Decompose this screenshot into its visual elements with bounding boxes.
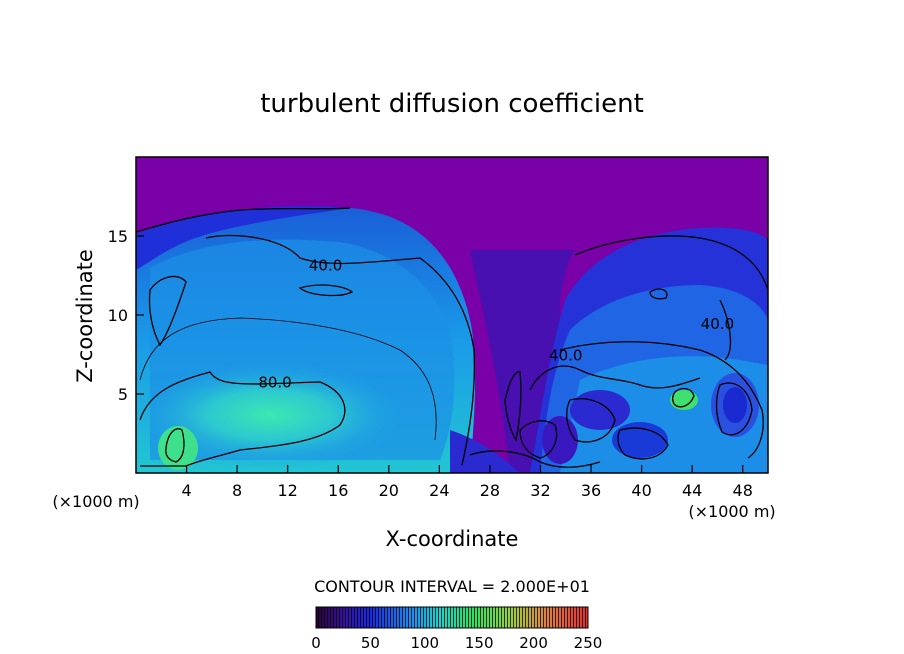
colorbar-tick-label: 200 <box>519 634 548 652</box>
contour-label: 80.0 <box>258 373 291 391</box>
x-tick-label: 16 <box>328 481 348 500</box>
contour-label: 40.0 <box>309 256 342 274</box>
x-tick-label: 12 <box>278 481 298 500</box>
contour-label-group: 40.0 80.0 40.0 40.0 <box>258 256 734 391</box>
x-tick-label: 20 <box>379 481 399 500</box>
colorbar-tick-label: 250 <box>574 634 603 652</box>
contour-label: 40.0 <box>549 347 582 365</box>
x-tick-label: 36 <box>581 481 601 500</box>
x-tick-label: 28 <box>480 481 500 500</box>
contour-label: 40.0 <box>701 315 734 333</box>
x-tick-label: 40 <box>631 481 651 500</box>
y-axis-ticks: 5 10 15 <box>108 227 144 404</box>
colorbar <box>315 606 589 629</box>
colorbar-tick-labels: 0 50 100 150 200 250 <box>311 634 602 652</box>
colorbar-frame <box>315 606 589 629</box>
x-tick-label: 48 <box>733 481 753 500</box>
x-tick-label: 8 <box>232 481 242 500</box>
y-tick-label: 5 <box>118 385 128 404</box>
contour-lines <box>136 207 768 468</box>
y-tick-label: 10 <box>108 306 128 325</box>
x-tick-label: 24 <box>429 481 449 500</box>
x-tick-label: 44 <box>682 481 702 500</box>
x-unit-label-right: (×1000 m) <box>688 502 775 521</box>
x-tick-label: 4 <box>181 481 191 500</box>
colorbar-tick-label: 100 <box>410 634 439 652</box>
y-tick-label: 15 <box>108 227 128 246</box>
contour-interval-label: CONTOUR INTERVAL = 2.000E+01 <box>314 577 590 596</box>
colorbar-tick-label: 0 <box>311 634 321 652</box>
colorbar-tick-label: 50 <box>361 634 380 652</box>
x-axis-label: X-coordinate <box>386 527 519 551</box>
colorbar-tick-label: 150 <box>465 634 494 652</box>
chart-title: turbulent diffusion coefficient <box>260 89 644 119</box>
diffusion-field <box>136 157 768 473</box>
colorbar-hatch <box>316 607 588 628</box>
y-axis-label: Z-coordinate <box>73 249 97 383</box>
x-tick-label: 32 <box>530 481 550 500</box>
x-axis-ticks: 4 8 12 16 20 24 28 32 36 40 44 48 <box>181 465 753 500</box>
x-unit-label-left: (×1000 m) <box>52 492 139 511</box>
